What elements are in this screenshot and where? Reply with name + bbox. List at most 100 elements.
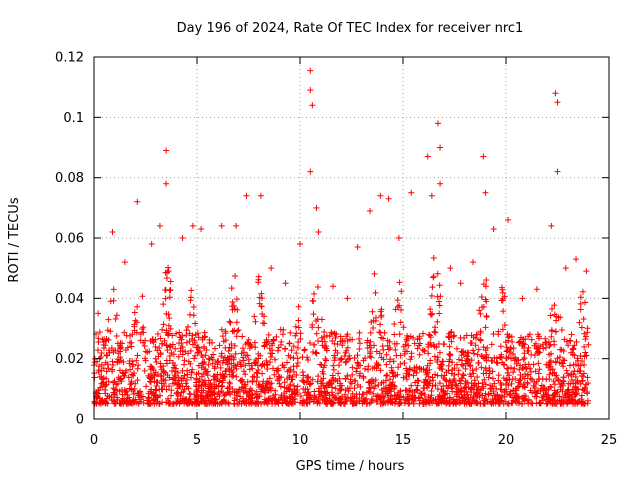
data-point bbox=[306, 399, 313, 406]
data-point bbox=[109, 358, 116, 365]
data-point bbox=[430, 254, 437, 261]
data-point bbox=[520, 356, 527, 363]
data-point bbox=[369, 397, 376, 404]
data-point bbox=[287, 329, 294, 336]
data-point bbox=[509, 376, 516, 383]
data-point bbox=[433, 344, 440, 351]
data-point bbox=[364, 344, 371, 351]
data-point bbox=[231, 389, 238, 396]
data-point bbox=[377, 400, 384, 407]
data-point bbox=[389, 396, 396, 403]
data-point bbox=[242, 362, 249, 369]
data-point bbox=[251, 359, 258, 366]
data-point bbox=[199, 360, 206, 367]
data-point bbox=[95, 310, 102, 317]
data-point bbox=[440, 383, 447, 390]
data-point bbox=[434, 356, 441, 363]
data-point bbox=[111, 378, 118, 385]
data-point bbox=[576, 319, 583, 326]
data-point bbox=[421, 391, 428, 398]
data-point bbox=[504, 400, 511, 407]
data-point bbox=[400, 374, 407, 381]
data-point bbox=[421, 385, 428, 392]
data-point bbox=[429, 383, 436, 390]
data-point bbox=[136, 398, 143, 405]
data-point bbox=[252, 357, 259, 364]
data-point bbox=[165, 264, 172, 271]
data-point bbox=[319, 397, 326, 404]
data-point bbox=[391, 331, 398, 338]
data-point bbox=[528, 336, 535, 343]
data-point bbox=[414, 387, 421, 394]
data-point bbox=[510, 369, 517, 376]
data-point bbox=[112, 315, 119, 322]
data-point bbox=[434, 270, 441, 277]
data-point bbox=[294, 344, 301, 351]
data-point bbox=[163, 147, 170, 154]
data-point bbox=[154, 379, 161, 386]
data-point bbox=[214, 358, 221, 365]
data-point bbox=[236, 359, 243, 366]
data-point bbox=[548, 222, 555, 229]
data-point bbox=[418, 390, 425, 397]
data-point bbox=[162, 295, 169, 302]
data-point bbox=[581, 400, 588, 407]
data-point bbox=[474, 351, 481, 358]
data-point bbox=[272, 356, 279, 363]
data-point bbox=[110, 348, 117, 355]
data-point bbox=[402, 341, 409, 348]
data-point bbox=[391, 320, 398, 327]
data-point bbox=[266, 381, 273, 388]
data-point bbox=[306, 391, 313, 398]
data-point bbox=[196, 381, 203, 388]
data-point bbox=[344, 344, 351, 351]
data-point bbox=[333, 331, 340, 338]
x-tick-label: 0 bbox=[90, 433, 98, 448]
data-point bbox=[140, 339, 147, 346]
data-point bbox=[356, 397, 363, 404]
data-point bbox=[342, 359, 349, 366]
data-point bbox=[192, 352, 199, 359]
data-point bbox=[555, 377, 562, 384]
data-point bbox=[221, 373, 228, 380]
data-point bbox=[425, 350, 432, 357]
data-point bbox=[253, 388, 260, 395]
data-point bbox=[477, 328, 484, 335]
data-point bbox=[230, 372, 237, 379]
data-point bbox=[375, 361, 382, 368]
data-point bbox=[306, 393, 313, 400]
data-point bbox=[523, 365, 530, 372]
data-point bbox=[150, 367, 157, 374]
data-point bbox=[490, 225, 497, 232]
data-point bbox=[183, 339, 190, 346]
data-point bbox=[321, 329, 328, 336]
data-point bbox=[473, 383, 480, 390]
data-point bbox=[527, 387, 534, 394]
data-point bbox=[436, 349, 443, 356]
data-point bbox=[514, 357, 521, 364]
data-point bbox=[480, 153, 487, 160]
data-point bbox=[497, 354, 504, 361]
data-point bbox=[193, 389, 200, 396]
data-point bbox=[437, 293, 444, 300]
data-point bbox=[253, 369, 260, 376]
data-point bbox=[226, 371, 233, 378]
data-point bbox=[227, 319, 234, 326]
data-point bbox=[551, 381, 558, 388]
data-point bbox=[426, 400, 433, 407]
data-point bbox=[513, 360, 520, 367]
data-point bbox=[574, 377, 581, 384]
data-point bbox=[390, 369, 397, 376]
data-point bbox=[347, 376, 354, 383]
data-point bbox=[519, 295, 526, 302]
data-point bbox=[310, 311, 317, 318]
data-point bbox=[392, 372, 399, 379]
data-point bbox=[474, 400, 481, 407]
data-point bbox=[248, 387, 255, 394]
data-point bbox=[159, 326, 166, 333]
data-point bbox=[154, 331, 161, 338]
data-point bbox=[202, 400, 209, 407]
data-point bbox=[473, 393, 480, 400]
data-point bbox=[427, 378, 434, 385]
data-point bbox=[469, 367, 476, 374]
